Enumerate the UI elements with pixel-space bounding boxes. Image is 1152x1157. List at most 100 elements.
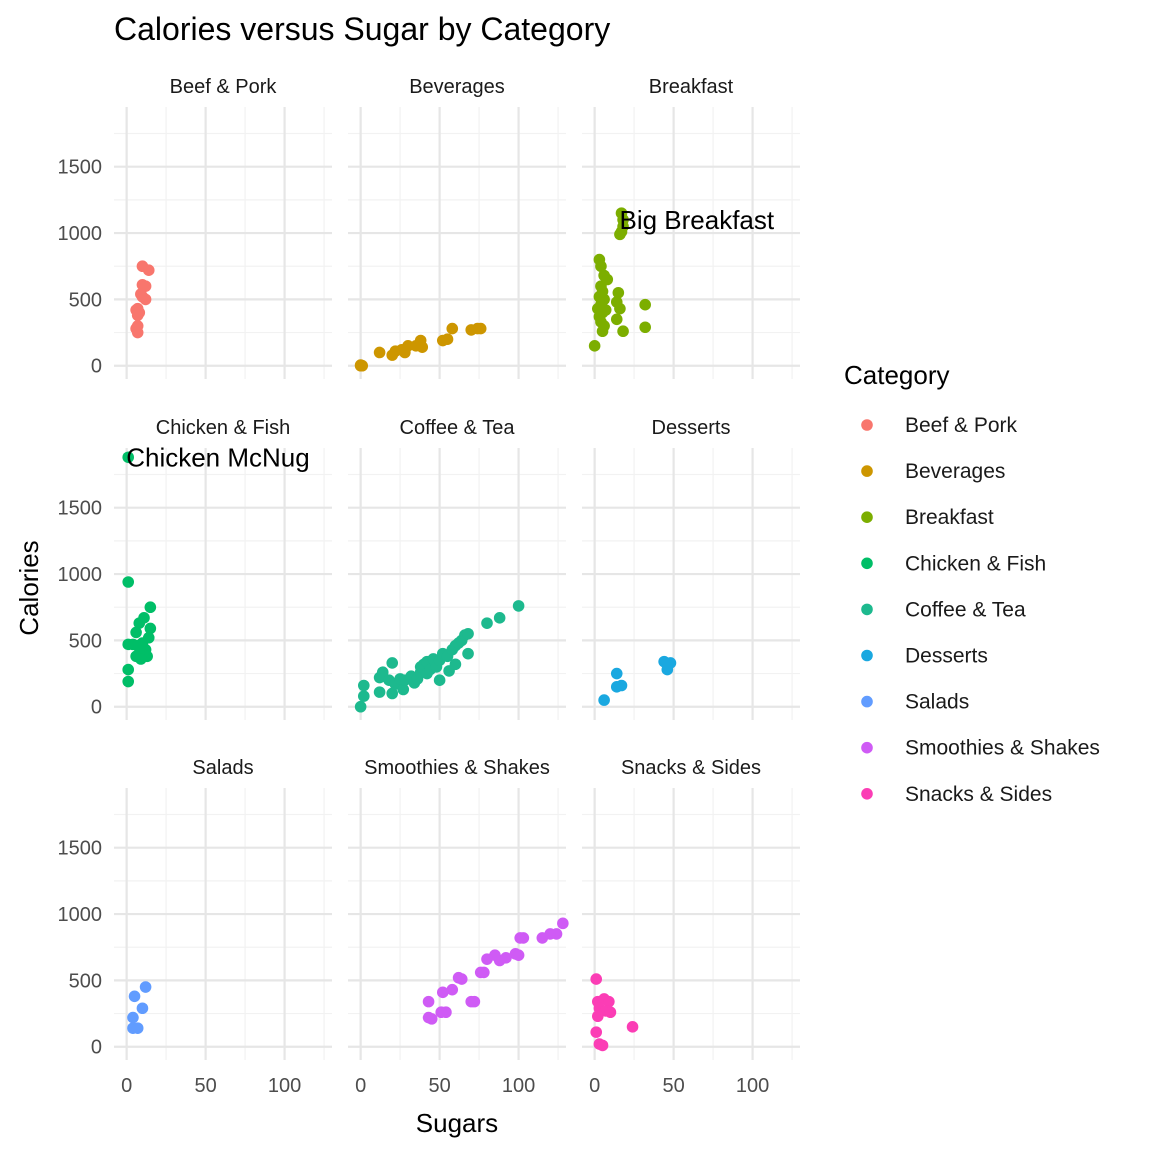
legend-label: Coffee & Tea xyxy=(905,598,1026,621)
data-point xyxy=(373,686,386,698)
data-point xyxy=(122,576,135,588)
data-point xyxy=(617,325,629,338)
data-point xyxy=(446,983,459,996)
legend-label: Breakfast xyxy=(905,506,994,529)
data-point xyxy=(373,346,386,359)
data-point xyxy=(357,679,370,692)
y-tick-label: 0 xyxy=(91,1037,102,1059)
data-point xyxy=(357,690,370,702)
data-point xyxy=(122,638,135,651)
panel-beef-and-pork: Beef & Pork 0 500 1000 1500 xyxy=(58,76,332,379)
data-point xyxy=(131,326,144,339)
legend-item-breakfast: Breakfast xyxy=(861,506,994,529)
legend-key xyxy=(861,557,873,570)
data-point xyxy=(590,1026,603,1038)
data-point xyxy=(615,679,628,692)
data-point xyxy=(614,228,626,241)
panel-chicken-and-fish: Chicken & Fish 0 500 1000 1500 Chicken McNug xyxy=(58,417,332,720)
data-point xyxy=(397,683,410,696)
data-point xyxy=(595,260,607,273)
data-point xyxy=(356,359,369,372)
legend-key xyxy=(861,419,873,431)
data-point xyxy=(474,966,487,979)
data-point xyxy=(142,264,155,277)
legend-title: Category xyxy=(844,360,950,390)
legend-key xyxy=(861,603,873,616)
legend: Category Beef & Pork Beverages Breakfast Ch… xyxy=(844,360,1100,806)
x-tick-label: 50 xyxy=(428,1075,450,1097)
data-point xyxy=(588,340,601,352)
legend-key xyxy=(861,695,873,708)
data-point xyxy=(610,667,623,680)
data-point xyxy=(133,617,146,629)
panel-strip-label: Breakfast xyxy=(649,76,734,98)
panel-strip-label: Snacks & Sides xyxy=(621,757,761,779)
data-point xyxy=(639,298,651,311)
data-point xyxy=(462,627,474,640)
legend-item-snacks-and-sides: Snacks & Sides xyxy=(861,783,1052,806)
panel-beverages: Beverages xyxy=(348,76,566,379)
data-point xyxy=(136,290,149,303)
y-tick-label: 500 xyxy=(69,289,102,311)
legend-item-beverages: Beverages xyxy=(861,460,1005,483)
data-point xyxy=(422,995,435,1008)
data-point xyxy=(512,949,525,961)
y-tick-label: 1500 xyxy=(58,498,103,520)
data-point xyxy=(416,341,429,353)
data-point xyxy=(376,666,389,679)
data-point xyxy=(386,657,399,669)
data-point xyxy=(612,286,625,299)
data-point xyxy=(591,1010,604,1023)
point-annotation: Big Breakfast xyxy=(619,205,774,235)
data-point xyxy=(468,995,481,1008)
legend-key xyxy=(861,741,873,754)
data-point xyxy=(139,981,152,993)
y-tick-label: 1000 xyxy=(58,904,103,926)
chart-title: Calories versus Sugar by Category xyxy=(114,11,610,47)
y-tick-label: 500 xyxy=(69,970,102,992)
data-point xyxy=(130,626,142,639)
x-tick-label: 50 xyxy=(194,1075,216,1097)
legend-label: Desserts xyxy=(905,645,988,668)
panel-strip-label: Chicken & Fish xyxy=(156,417,291,439)
data-point xyxy=(514,932,526,944)
data-point xyxy=(144,622,157,635)
y-tick-label: 500 xyxy=(69,630,102,652)
y-tick-label: 1500 xyxy=(58,157,103,179)
data-point xyxy=(557,917,569,930)
data-point xyxy=(512,600,525,612)
data-point xyxy=(122,663,135,676)
data-point xyxy=(135,653,147,665)
panel-strip-label: Coffee & Tea xyxy=(400,417,516,439)
data-point xyxy=(441,333,454,345)
legend-label: Snacks & Sides xyxy=(905,783,1052,806)
x-tick-label: 0 xyxy=(589,1075,600,1097)
data-point xyxy=(144,601,157,614)
x-tick-label: 0 xyxy=(355,1075,366,1097)
y-tick-label: 1000 xyxy=(58,564,103,586)
y-axis-label: Calories xyxy=(14,540,44,635)
panel-strip-label: Desserts xyxy=(652,417,731,439)
panel-desserts: Desserts xyxy=(582,417,800,720)
panel-snacks-and-sides: Snacks & Sides 0 50 100 xyxy=(582,757,800,1097)
data-point xyxy=(596,1039,609,1052)
legend-item-desserts: Desserts xyxy=(861,645,988,668)
data-point xyxy=(639,321,651,334)
data-point xyxy=(354,700,367,713)
point-annotation: Chicken McNug xyxy=(126,442,310,472)
legend-key xyxy=(861,649,873,662)
data-point xyxy=(596,325,609,338)
panel-smoothies-and-shakes: Smoothies & Shakes 0 50 100 xyxy=(348,757,569,1097)
y-tick-label: 0 xyxy=(91,356,102,378)
data-point xyxy=(590,973,603,985)
x-tick-label: 100 xyxy=(736,1075,769,1097)
data-point xyxy=(481,617,493,629)
x-tick-label: 0 xyxy=(121,1075,132,1097)
data-point xyxy=(481,953,493,965)
y-tick-label: 1000 xyxy=(58,223,103,245)
data-point xyxy=(614,302,626,315)
data-point xyxy=(604,1006,617,1019)
panel-strip-label: Beef & Pork xyxy=(170,76,278,98)
panel-coffee-and-tea: Coffee & Tea xyxy=(348,417,566,720)
